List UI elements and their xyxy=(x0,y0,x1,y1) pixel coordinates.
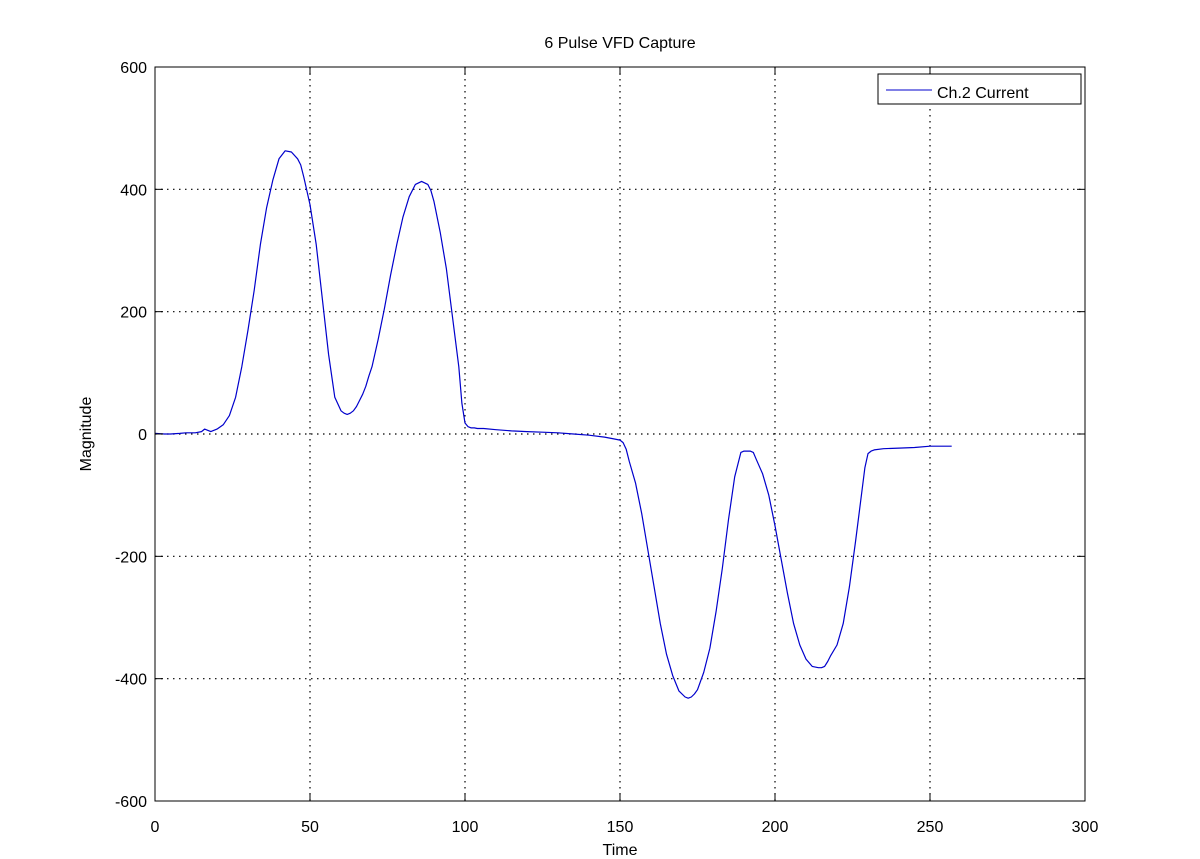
y-tick-label: 400 xyxy=(120,182,147,199)
y-tick-label: -400 xyxy=(115,672,147,689)
grid-lines xyxy=(155,67,1085,801)
y-tick-label: -600 xyxy=(115,794,147,811)
y-axis-label: Magnitude xyxy=(78,397,95,472)
x-tick-label: 100 xyxy=(452,819,479,836)
tick-marks xyxy=(154,66,1086,802)
x-tick-label: 250 xyxy=(917,819,944,836)
x-tick-label: 200 xyxy=(762,819,789,836)
y-tick-label: 0 xyxy=(138,427,147,444)
x-tick-label: 50 xyxy=(301,819,319,836)
x-tick-label: 150 xyxy=(607,819,634,836)
y-tick-label: 600 xyxy=(120,60,147,77)
x-tick-label: 0 xyxy=(151,819,160,836)
x-axis-label: Time xyxy=(603,842,638,859)
legend-box xyxy=(877,73,1082,105)
x-tick-label: 300 xyxy=(1072,819,1099,836)
chart-title: 6 Pulse VFD Capture xyxy=(544,35,695,52)
y-tick-label: -200 xyxy=(115,549,147,566)
series-layer xyxy=(154,150,952,699)
legend: Ch.2 Current xyxy=(877,73,1082,105)
legend-label-ch2-current: Ch.2 Current xyxy=(937,85,1029,102)
y-tick-label: 200 xyxy=(120,305,147,322)
tick-labels: 0 50 100 150 200 250 300 -600 -400 -200 0 200 400 600 xyxy=(115,60,1098,836)
series-line-ch2-current xyxy=(154,150,952,699)
